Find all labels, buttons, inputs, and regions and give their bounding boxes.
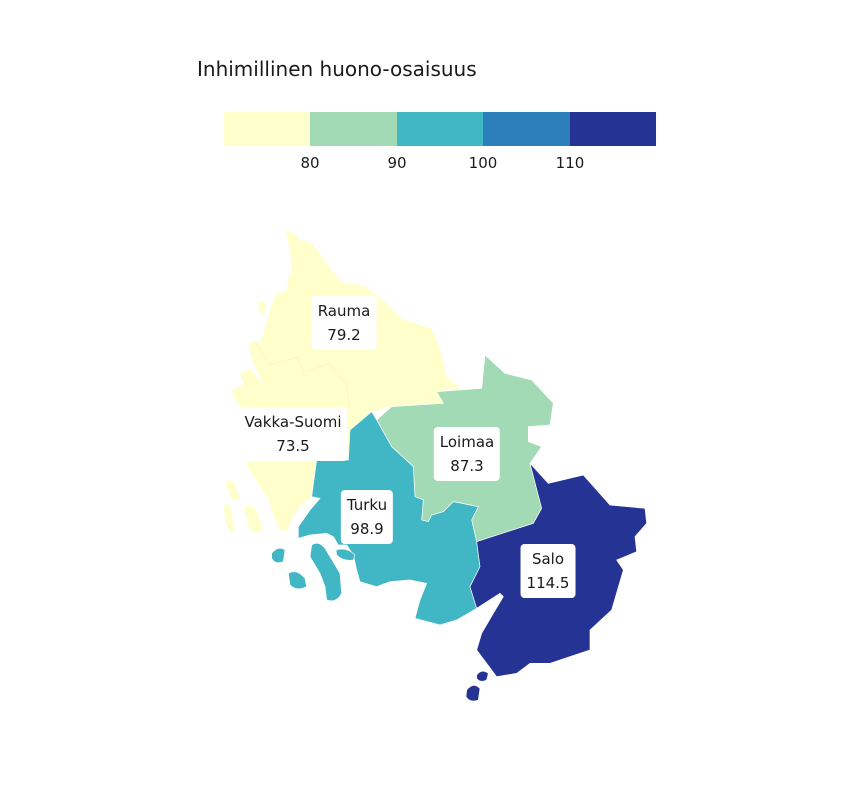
region-label-loimaa: Loimaa 87.3 [433,427,501,481]
legend-tick: 110 [555,154,585,172]
region-value: 79.2 [327,326,361,344]
region-name: Rauma [317,302,371,320]
legend-title: Inhimillinen huono-osaisuus [197,57,477,81]
region-label-rauma: Rauma 79.2 [311,296,377,350]
region-name: Salo [531,550,565,568]
region-name: Loimaa [439,433,495,451]
legend-tick: 100 [468,154,498,172]
legend-swatch-1 [224,112,311,146]
region-value: 114.5 [526,574,570,592]
legend-swatch-2 [310,112,397,146]
region-label-salo: Salo 114.5 [520,544,576,598]
legend-tick: 80 [300,154,320,172]
legend-tick: 90 [387,154,407,172]
region-value: 87.3 [450,457,484,475]
region-label-turku: Turku 98.9 [340,490,394,544]
region-value: 98.9 [350,520,384,538]
region-value: 73.5 [276,437,310,455]
region-name: Vakka-Suomi [244,413,342,431]
region-label-vakka-suomi: Vakka-Suomi 73.5 [238,407,348,461]
legend-swatch-3 [396,112,484,146]
legend-colorbar [224,112,657,146]
legend-swatch-5 [569,112,657,146]
legend-swatch-4 [483,112,570,146]
region-name: Turku [346,496,388,514]
